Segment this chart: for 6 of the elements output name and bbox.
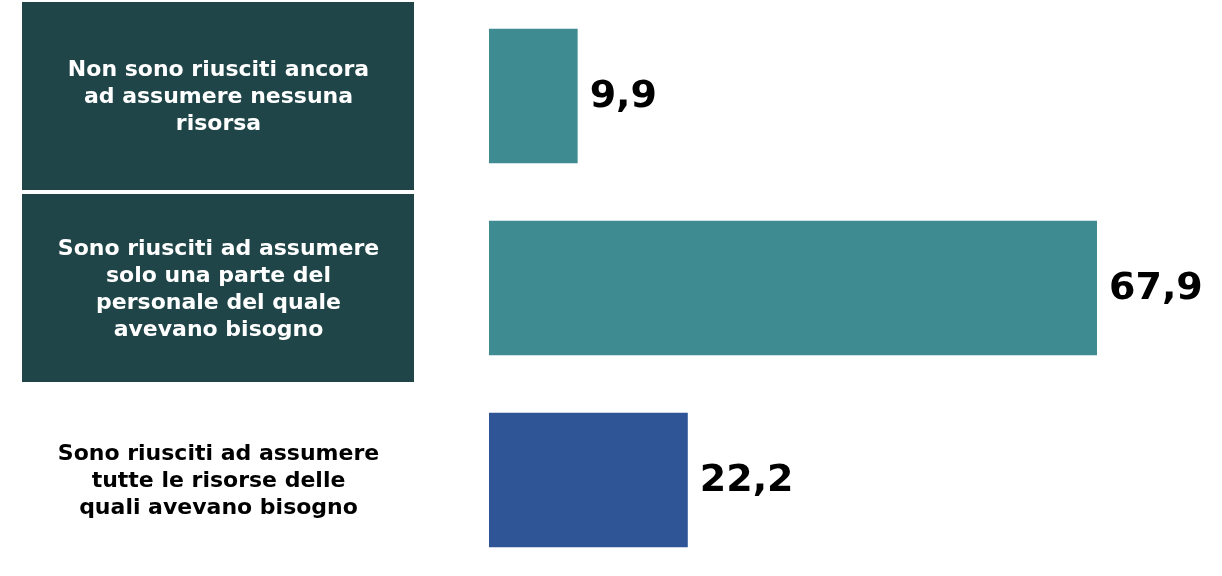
data-label: 67,9 bbox=[1109, 264, 1203, 308]
y-tick-label: Sono riusciti ad assumere solo una parte del personale del quale avevano bisogno bbox=[57, 234, 380, 341]
y-tick-label: Non sono riusciti ancora ad assumere nessuna risorsa bbox=[67, 56, 370, 135]
data-label: 22,2 bbox=[699, 456, 794, 500]
data-label: 9,9 bbox=[589, 72, 657, 116]
y-tick-label: Sono riusciti ad assumere tutte le risorse delle quali avevano bisogno bbox=[57, 440, 380, 519]
